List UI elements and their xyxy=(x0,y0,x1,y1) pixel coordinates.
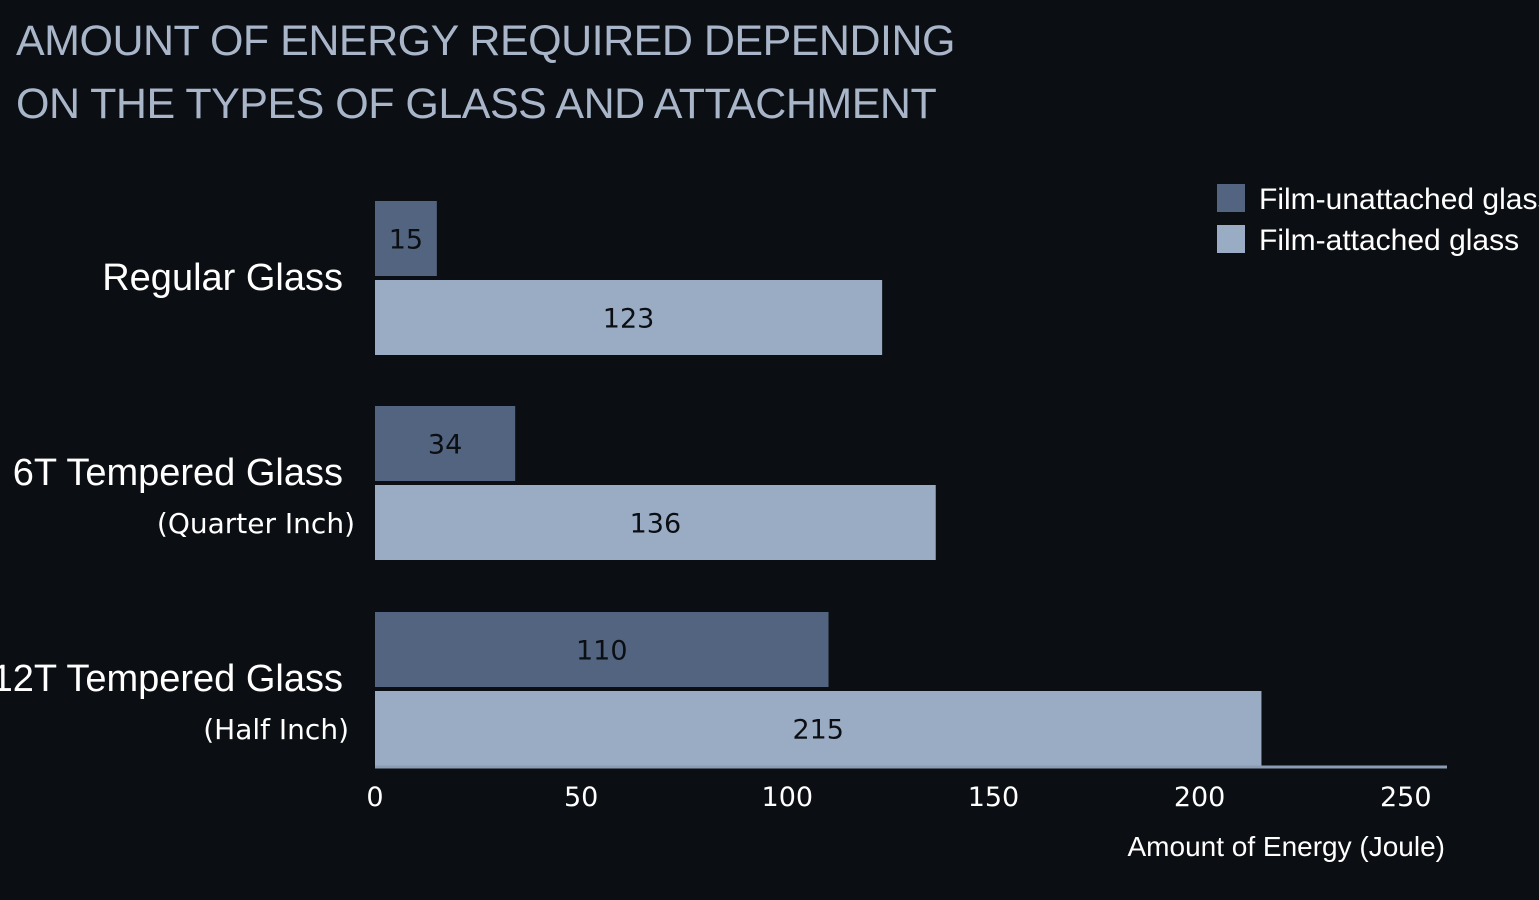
chart-title-line-1: AMOUNT OF ENERGY REQUIRED DEPENDING xyxy=(16,17,955,65)
x-tick-label-0: 0 xyxy=(366,782,383,813)
bar-value-label-film-attached-2: 215 xyxy=(792,715,844,746)
bar-value-label-film-attached-0: 123 xyxy=(603,304,655,335)
x-axis-label: Amount of Energy (Joule) xyxy=(1128,831,1446,862)
x-tick-label-50: 50 xyxy=(564,782,598,813)
bar-film-unattached-0 xyxy=(375,201,437,276)
x-tick-label-250: 250 xyxy=(1380,782,1432,813)
x-tick-label-200: 200 xyxy=(1174,782,1226,813)
bar-film-attached-0 xyxy=(375,280,883,355)
bar-film-attached-1 xyxy=(375,485,936,560)
legend-swatch-film-attached xyxy=(1217,225,1245,253)
bar-value-label-film-unattached-2: 110 xyxy=(576,636,628,667)
category-labels: Regular Glass 6T Tempered Glass (Quarter I… xyxy=(0,257,355,746)
bar-film-unattached-1 xyxy=(375,406,516,481)
legend-label-film-attached: Film-attached glass xyxy=(1259,224,1519,257)
bar-value-label-film-unattached-1: 34 xyxy=(428,430,462,461)
legend: Film-unattached glass Film-attached glas… xyxy=(1217,183,1539,257)
legend-label-film-unattached: Film-unattached glass xyxy=(1259,183,1539,216)
category-sublabel-1: (Quarter Inch) xyxy=(157,507,355,540)
bars-group: 15 123 34 136 110 215 xyxy=(375,201,1262,766)
x-tick-label-150: 150 xyxy=(968,782,1020,813)
chart-title-line-2: ON THE TYPES OF GLASS AND ATTACHMENT xyxy=(16,80,937,128)
x-tick-label-100: 100 xyxy=(762,782,814,813)
x-tick-labels: 0 50 100 150 200 250 xyxy=(366,782,1431,813)
category-label-2: 12T Tempered Glass xyxy=(0,658,343,700)
category-label-1: 6T Tempered Glass xyxy=(13,452,343,494)
category-sublabel-2: (Half Inch) xyxy=(203,713,349,746)
legend-swatch-film-unattached xyxy=(1217,184,1245,212)
chart-title: AMOUNT OF ENERGY REQUIRED DEPENDING ON T… xyxy=(16,10,955,136)
category-label-0: Regular Glass xyxy=(102,257,343,299)
bar-film-attached-2 xyxy=(375,691,1262,766)
bar-film-unattached-2 xyxy=(375,612,829,687)
bar-value-label-film-unattached-0: 15 xyxy=(389,225,423,256)
bar-value-label-film-attached-1: 136 xyxy=(630,509,682,540)
